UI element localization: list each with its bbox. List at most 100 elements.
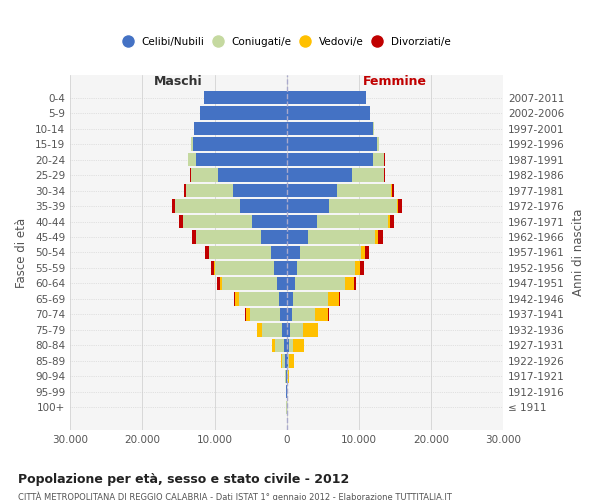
Text: Femmine: Femmine — [363, 76, 427, 88]
Bar — [292, 308, 315, 321]
Bar — [193, 138, 287, 150]
Bar — [277, 277, 287, 290]
Bar — [287, 354, 288, 368]
Bar — [240, 200, 287, 212]
Bar — [284, 339, 287, 352]
Bar — [288, 354, 289, 368]
Bar — [252, 215, 287, 228]
Bar — [286, 370, 287, 383]
Bar — [354, 277, 356, 290]
Bar — [397, 200, 398, 212]
Bar — [287, 200, 329, 212]
Bar — [188, 153, 196, 166]
Bar — [287, 168, 352, 181]
Bar — [345, 277, 354, 290]
Bar — [315, 308, 328, 321]
Bar — [308, 230, 375, 243]
Bar — [191, 230, 196, 243]
Bar — [293, 339, 304, 352]
Bar — [398, 200, 401, 212]
Bar — [274, 262, 287, 274]
Bar — [235, 292, 239, 306]
Bar — [295, 277, 345, 290]
Bar — [287, 106, 370, 120]
Bar — [290, 324, 303, 336]
Bar — [279, 292, 287, 306]
Bar — [271, 246, 287, 259]
Y-axis label: Anni di nascita: Anni di nascita — [572, 209, 585, 296]
Bar — [287, 277, 295, 290]
Bar — [194, 122, 287, 135]
Bar — [196, 153, 287, 166]
Bar — [214, 262, 215, 274]
Bar — [281, 354, 283, 368]
Bar — [250, 308, 280, 321]
Bar — [245, 308, 250, 321]
Bar — [233, 184, 287, 197]
Bar — [339, 292, 340, 306]
Bar — [287, 215, 317, 228]
Bar — [287, 91, 366, 104]
Bar — [191, 168, 218, 181]
Bar — [287, 122, 373, 135]
Bar — [287, 324, 290, 336]
Bar — [328, 308, 329, 321]
Bar — [352, 168, 384, 181]
Bar — [289, 354, 294, 368]
Bar — [287, 292, 293, 306]
Bar — [191, 138, 193, 150]
Bar — [275, 339, 284, 352]
Text: Popolazione per età, sesso e stato civile - 2012: Popolazione per età, sesso e stato civil… — [18, 472, 349, 486]
Bar — [184, 184, 185, 197]
Bar — [220, 277, 223, 290]
Bar — [375, 230, 378, 243]
Y-axis label: Fasce di età: Fasce di età — [15, 218, 28, 288]
Bar — [373, 153, 384, 166]
Bar — [388, 215, 389, 228]
Bar — [262, 230, 287, 243]
Bar — [287, 230, 308, 243]
Bar — [355, 262, 361, 274]
Bar — [365, 246, 369, 259]
Bar — [328, 292, 339, 306]
Bar — [200, 106, 287, 120]
Bar — [317, 215, 388, 228]
Bar — [287, 184, 337, 197]
Bar — [262, 324, 283, 336]
Bar — [179, 215, 183, 228]
Bar — [303, 324, 317, 336]
Bar — [283, 324, 287, 336]
Bar — [239, 292, 279, 306]
Bar — [287, 308, 292, 321]
Bar — [280, 308, 287, 321]
Bar — [175, 200, 240, 212]
Legend: Celibi/Nubili, Coniugati/e, Vedovi/e, Divorziati/e: Celibi/Nubili, Coniugati/e, Vedovi/e, Di… — [120, 34, 454, 50]
Bar — [211, 262, 214, 274]
Bar — [272, 339, 275, 352]
Bar — [329, 200, 397, 212]
Bar — [337, 184, 391, 197]
Bar — [287, 339, 289, 352]
Text: Maschi: Maschi — [154, 76, 203, 88]
Bar — [209, 246, 271, 259]
Bar — [377, 138, 379, 150]
Bar — [218, 168, 287, 181]
Bar — [378, 230, 383, 243]
Bar — [286, 354, 287, 368]
Bar — [287, 153, 373, 166]
Bar — [361, 262, 364, 274]
Bar — [283, 354, 286, 368]
Bar — [185, 184, 233, 197]
Bar — [361, 246, 365, 259]
Bar — [289, 339, 293, 352]
Bar — [172, 200, 175, 212]
Bar — [293, 292, 328, 306]
Bar — [203, 91, 287, 104]
Bar — [196, 230, 262, 243]
Bar — [392, 184, 394, 197]
Bar — [223, 277, 277, 290]
Bar — [257, 324, 262, 336]
Bar — [215, 262, 274, 274]
Bar — [205, 246, 209, 259]
Text: CITTÀ METROPOLITANA DI REGGIO CALABRIA - Dati ISTAT 1° gennaio 2012 - Elaborazio: CITTÀ METROPOLITANA DI REGGIO CALABRIA -… — [18, 491, 452, 500]
